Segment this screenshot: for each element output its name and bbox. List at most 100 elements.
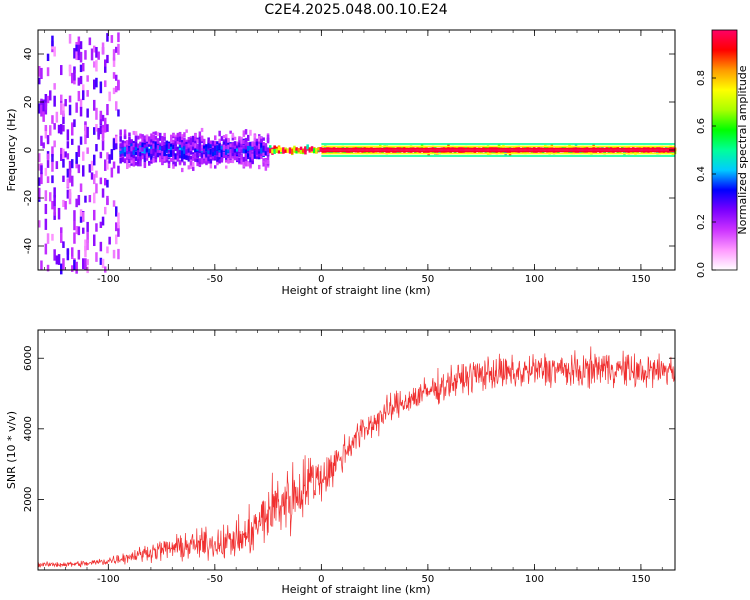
heatmap-cell bbox=[66, 189, 70, 199]
heatmap-cell bbox=[49, 90, 52, 101]
heatmap-cell bbox=[139, 152, 142, 157]
heatmap-cell bbox=[51, 200, 54, 210]
heatmap-cell bbox=[139, 156, 142, 161]
heatmap-cell bbox=[104, 117, 107, 128]
heatmap-cell bbox=[79, 98, 83, 109]
heatmap-cell bbox=[262, 162, 265, 167]
heatmap-cell bbox=[266, 155, 270, 161]
heatmap-cell bbox=[189, 155, 193, 160]
heatmap-cell bbox=[46, 67, 50, 77]
heatmap-cell bbox=[40, 104, 43, 117]
heatmap-cell bbox=[236, 151, 239, 156]
heatmap-cell bbox=[86, 259, 89, 266]
heatmap-cell bbox=[258, 140, 261, 147]
heatmap-cell bbox=[62, 175, 65, 182]
heatmap-cell bbox=[46, 153, 50, 161]
heatmap-cell bbox=[258, 143, 261, 150]
heatmap-cell bbox=[60, 94, 63, 101]
heatmap-cell bbox=[112, 87, 116, 95]
heatmap-cell bbox=[123, 159, 127, 164]
heatmap-cell bbox=[117, 225, 120, 237]
heatmap-cell bbox=[306, 144, 309, 150]
heatmap-cell bbox=[176, 151, 180, 156]
heatmap-cell bbox=[57, 254, 61, 265]
heatmap-cell bbox=[93, 192, 96, 204]
heatmap-cell bbox=[561, 146, 565, 150]
heatmap-cell bbox=[209, 159, 213, 164]
heatmap-cell bbox=[238, 147, 241, 153]
heatmap-cell bbox=[106, 33, 109, 42]
heatmap-cell bbox=[236, 145, 239, 150]
heatmap-cell bbox=[225, 134, 228, 138]
heatmap-cell bbox=[229, 159, 232, 163]
heatmap-cell bbox=[159, 149, 162, 153]
heatmap-cell bbox=[200, 127, 204, 132]
carrier-band bbox=[321, 147, 675, 150]
heatmap-cell bbox=[209, 163, 213, 169]
heatmap-cell bbox=[260, 155, 263, 159]
heatmap-cell bbox=[130, 140, 133, 147]
heatmap-cell bbox=[198, 158, 202, 162]
heatmap-cell bbox=[82, 227, 85, 234]
heatmap-cell bbox=[126, 159, 129, 164]
heatmap-cell bbox=[227, 144, 230, 150]
heatmap-cell bbox=[71, 247, 74, 257]
heatmap-cell bbox=[225, 165, 228, 169]
heatmap-cell bbox=[233, 155, 237, 161]
heatmap-cell bbox=[183, 132, 186, 138]
heatmap-cell bbox=[88, 37, 92, 46]
heatmap-cell bbox=[79, 75, 83, 85]
heatmap-cell bbox=[148, 162, 151, 166]
heatmap-cell bbox=[77, 249, 81, 260]
heatmap-cell bbox=[134, 136, 138, 142]
heatmap-cell bbox=[205, 156, 208, 162]
heatmap-cell bbox=[189, 164, 193, 169]
heatmap-cell bbox=[115, 101, 118, 111]
heatmap-cell bbox=[51, 160, 54, 172]
heatmap-cell bbox=[170, 146, 173, 152]
heatmap-cell bbox=[68, 34, 72, 44]
heatmap-cell bbox=[222, 152, 226, 159]
heatmap-cell bbox=[251, 153, 254, 160]
heatmap-cell bbox=[227, 157, 230, 164]
heatmap-cell bbox=[62, 148, 65, 159]
heatmap-cell bbox=[174, 141, 177, 147]
heatmap-cell bbox=[148, 152, 151, 156]
heatmap-cell bbox=[183, 141, 186, 147]
heatmap-cell bbox=[249, 162, 252, 168]
heatmap-cell bbox=[163, 150, 166, 154]
heatmap-cell bbox=[225, 152, 228, 159]
heatmap-cell bbox=[106, 124, 109, 132]
heatmap-cell bbox=[185, 154, 188, 159]
heatmap-cell bbox=[258, 135, 261, 142]
heatmap-cell bbox=[185, 129, 188, 133]
heatmap-cell bbox=[121, 147, 125, 154]
heatmap-cell bbox=[38, 103, 41, 114]
heatmap-cell bbox=[119, 153, 122, 157]
heatmap-cell bbox=[222, 144, 226, 150]
heatmap-cell bbox=[189, 161, 193, 166]
spectrogram-frame bbox=[37, 29, 676, 271]
heatmap-cell bbox=[75, 198, 78, 208]
heatmap-cell bbox=[242, 130, 246, 136]
heatmap-cell bbox=[302, 148, 305, 153]
colorbar-tick-label: 0.8 bbox=[696, 70, 707, 86]
heatmap-cell bbox=[44, 102, 48, 110]
snr-ytick-label: 6000 bbox=[23, 346, 34, 371]
heatmap-cell bbox=[161, 139, 164, 145]
heatmap-cell bbox=[68, 65, 72, 77]
heatmap-cell bbox=[200, 152, 204, 158]
heatmap-cell bbox=[148, 140, 151, 145]
heatmap-cell bbox=[51, 35, 54, 47]
heatmap-cell bbox=[174, 153, 177, 160]
heatmap-cell bbox=[546, 145, 549, 150]
heatmap-cell bbox=[49, 192, 52, 202]
heatmap-cell bbox=[165, 153, 169, 158]
heatmap-cell bbox=[181, 134, 184, 139]
heatmap-cell bbox=[227, 155, 230, 160]
heatmap-cell bbox=[93, 209, 96, 221]
heatmap-cell bbox=[130, 161, 133, 166]
heatmap-cell bbox=[196, 162, 199, 167]
spectrogram-y-axis-label: Frequency (Hz) bbox=[5, 109, 18, 192]
